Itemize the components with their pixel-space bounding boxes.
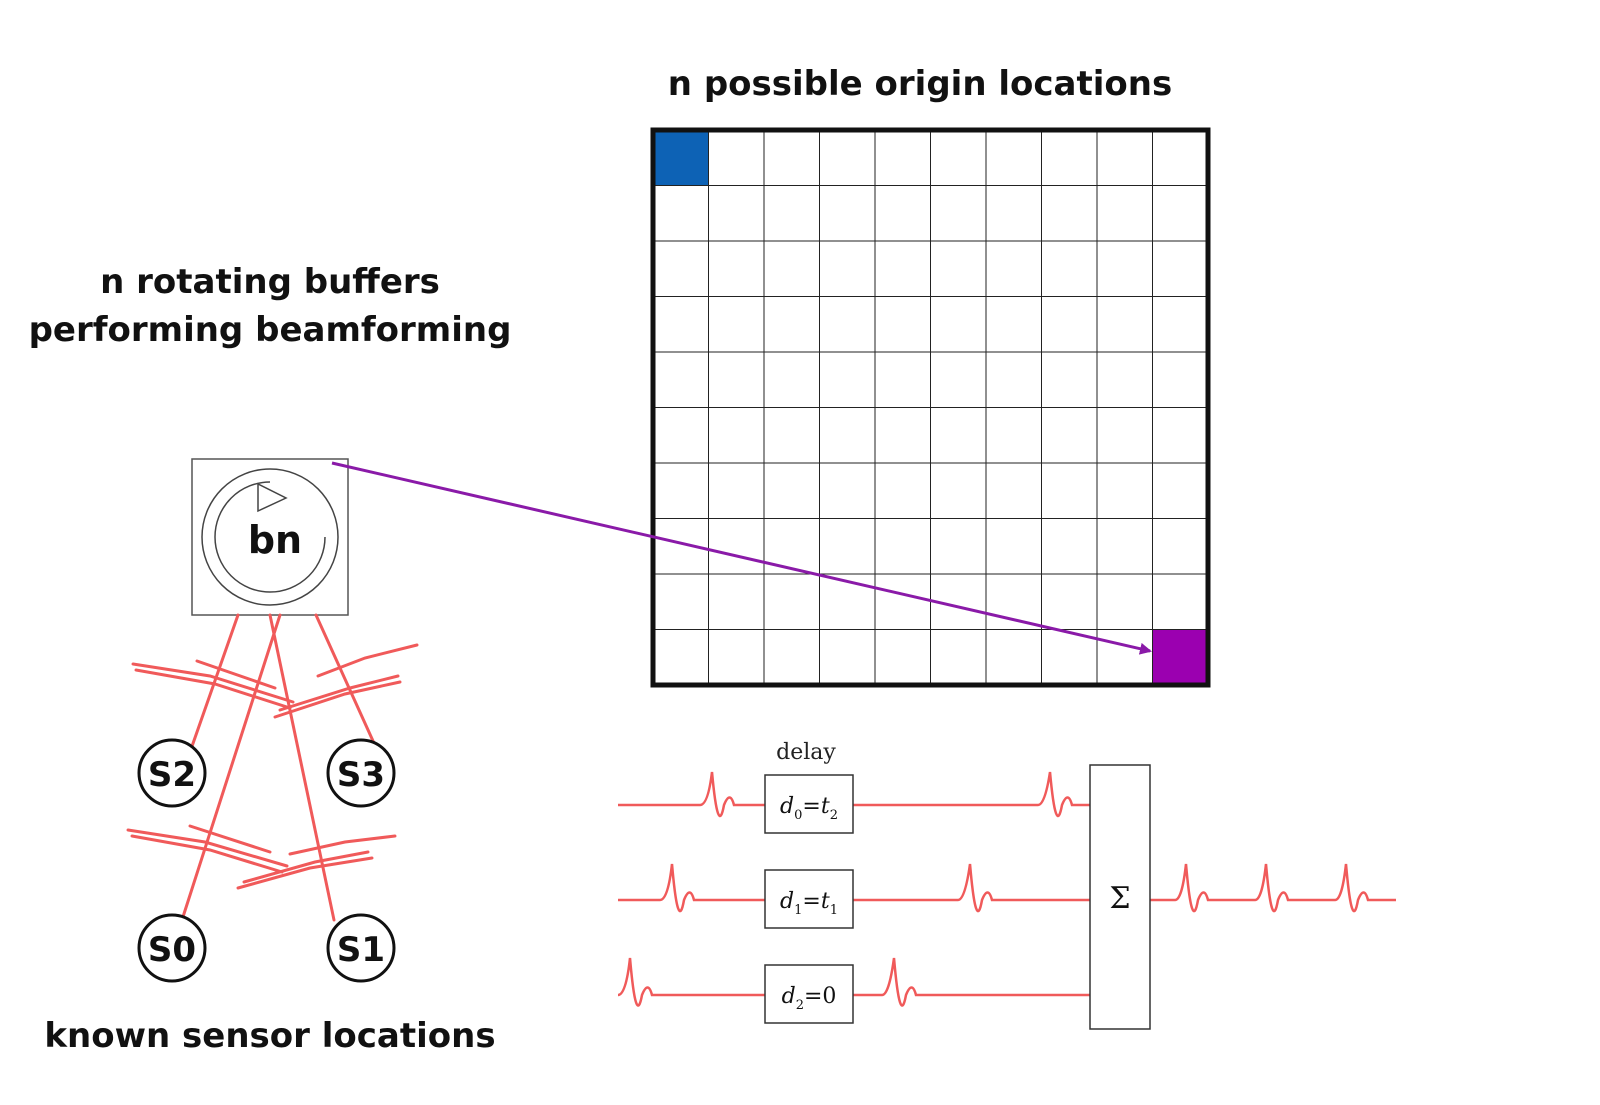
link-s0 (180, 613, 282, 922)
signal-traces (617, 771, 1396, 1007)
delay-box-0: d0=t2 (764, 774, 854, 834)
sensor-label: S0 (148, 930, 196, 970)
delay-rhs: t (821, 889, 830, 914)
sum-symbol: Σ (1109, 881, 1130, 916)
delay-rhs-sub: 1 (830, 903, 838, 918)
mapping-arrow (331, 461, 1152, 655)
sensor-s2: S2 (137, 738, 207, 808)
buffers-title-line1: n rotating buffers (100, 262, 440, 302)
delay-var: d (782, 984, 796, 1009)
highlight-cell-target (1152, 629, 1208, 685)
delay-sub: 2 (796, 998, 804, 1013)
trace-out-2 (853, 957, 1090, 1007)
trace-out-0 (853, 771, 1090, 818)
grid-border (650, 127, 1211, 688)
sensor-label: S3 (337, 755, 385, 795)
trace-in-1 (618, 863, 765, 913)
delay-rhs-sub: 2 (830, 808, 838, 823)
sensor-label: S2 (148, 755, 196, 795)
sensor-s3: S3 (326, 738, 396, 808)
highlight-cell-origin (653, 130, 709, 186)
trace-in-2 (617, 957, 765, 1007)
delay-and-sum: delay d0=t2 d1=t1 (617, 740, 1396, 1030)
buffer-outer-ring (201, 468, 339, 606)
sensor-nodes: S2 S3 S0 S1 (137, 738, 396, 983)
delay-box-1: d1=t1 (764, 869, 854, 929)
rotating-buffer: bn (191, 458, 349, 616)
sensor-label: S1 (337, 930, 385, 970)
sensor-s1: S1 (326, 913, 396, 983)
delay-sub: 1 (794, 903, 802, 918)
delay-sub: 0 (794, 808, 802, 823)
delay-box-2: d2=0 (764, 964, 854, 1024)
delay-rhs: t (821, 794, 830, 819)
link-s3 (314, 613, 380, 754)
delay-header: delay (776, 740, 836, 765)
sensor-s0: S0 (137, 913, 207, 983)
wavefront-lower-left (126, 824, 289, 874)
wavefront-upper-right (273, 643, 419, 719)
trace-in-0 (618, 771, 765, 818)
svg-text:d1=t1: d1=t1 (780, 889, 838, 918)
rotate-arrow-icon (214, 481, 326, 593)
trace-sum-out (1150, 863, 1396, 913)
svg-text:d0=t2: d0=t2 (780, 794, 838, 823)
buffers-title-line2: performing beamforming (28, 310, 512, 350)
wavefront-upper-left (131, 659, 295, 710)
delay-eq: = (804, 984, 822, 1009)
svg-text:d2=0: d2=0 (782, 984, 837, 1013)
sum-block: Σ (1089, 764, 1151, 1030)
delay-var: d (780, 794, 794, 819)
link-s1 (268, 613, 336, 922)
play-icon (257, 482, 288, 513)
delay-eq: = (802, 889, 820, 914)
delay-rhs: 0 (822, 984, 836, 1009)
delay-eq: = (802, 794, 820, 819)
buffer-label: bn (248, 518, 302, 562)
wavefront-lower-right (236, 834, 397, 890)
delay-var: d (780, 889, 794, 914)
trace-out-1 (853, 863, 1090, 913)
sensors-title: known sensor locations (44, 1016, 496, 1056)
grid-title: n possible origin locations (667, 64, 1173, 104)
origin-grid (650, 127, 1211, 688)
sensor-links (126, 613, 419, 922)
buffer-box (191, 458, 349, 616)
